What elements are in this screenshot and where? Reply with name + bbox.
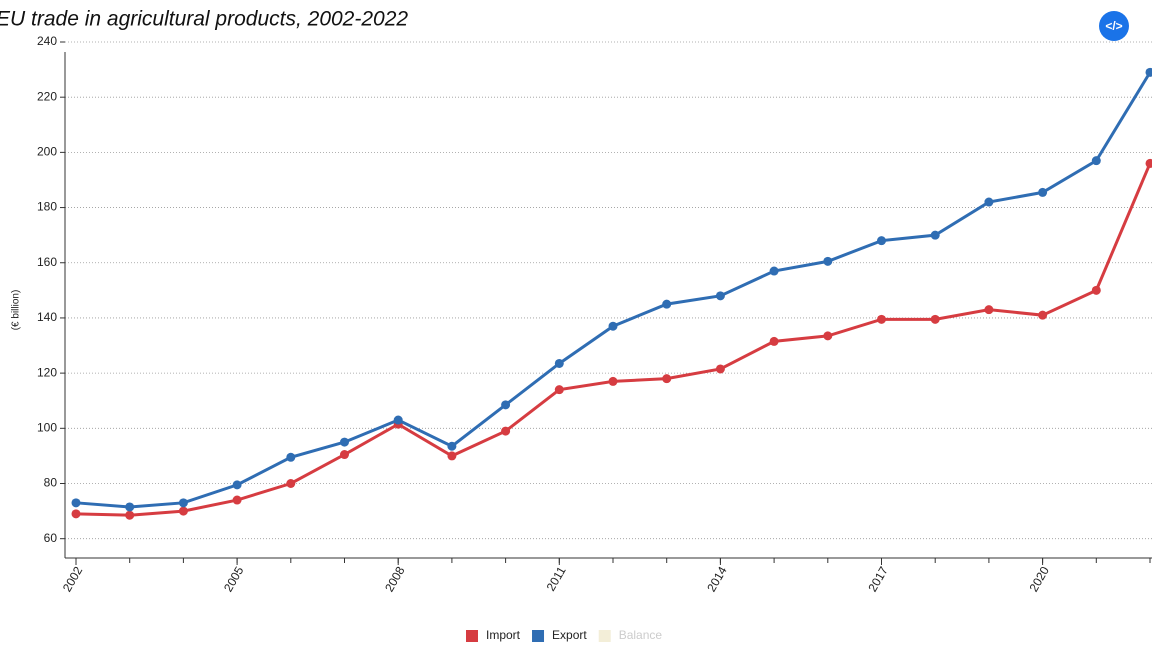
data-point <box>1038 188 1047 197</box>
data-point <box>125 502 134 511</box>
data-point <box>1092 156 1101 165</box>
data-point <box>1092 286 1101 295</box>
x-tick-label: 2011 <box>544 564 569 594</box>
data-point <box>931 231 940 240</box>
data-point <box>286 479 295 488</box>
data-point <box>770 267 779 276</box>
x-tick-label: 2014 <box>704 564 730 594</box>
data-point <box>877 315 886 324</box>
data-point <box>662 374 671 383</box>
embed-button-label[interactable]: </> <box>1105 19 1122 33</box>
data-point <box>447 451 456 460</box>
y-tick-label: 100 <box>37 420 57 434</box>
legend-item: Export <box>532 628 587 642</box>
legend-item: Import <box>466 628 521 642</box>
data-point <box>555 359 564 368</box>
data-point <box>179 507 188 516</box>
y-tick-label: 140 <box>37 310 57 324</box>
data-point <box>72 498 81 507</box>
data-point <box>609 322 618 331</box>
x-tick-label: 2005 <box>221 564 247 594</box>
series-line <box>76 163 1150 515</box>
y-tick-label: 60 <box>44 531 58 545</box>
data-point <box>823 331 832 340</box>
data-point <box>340 438 349 447</box>
legend-item-inactive: Balance <box>599 628 663 642</box>
x-tick-label: 2020 <box>1026 564 1052 594</box>
y-axis-label: (€ billion) <box>11 290 22 331</box>
data-point <box>555 385 564 394</box>
y-tick-label: 240 <box>37 34 57 48</box>
data-point <box>447 442 456 451</box>
y-tick-label: 80 <box>44 476 58 490</box>
data-point <box>72 509 81 518</box>
y-tick-label: 220 <box>37 89 57 103</box>
data-point <box>662 300 671 309</box>
x-tick-label: 2002 <box>60 564 86 594</box>
x-tick-label: 2008 <box>382 564 408 594</box>
data-point <box>340 450 349 459</box>
data-point <box>501 427 510 436</box>
y-tick-label: 180 <box>37 200 57 214</box>
data-point <box>716 364 725 373</box>
data-point <box>770 337 779 346</box>
data-point <box>984 198 993 207</box>
data-point <box>609 377 618 386</box>
data-point <box>984 305 993 314</box>
data-point <box>501 400 510 409</box>
y-tick-label: 120 <box>37 365 57 379</box>
data-point <box>286 453 295 462</box>
legend-swatch <box>599 630 611 642</box>
data-point <box>931 315 940 324</box>
data-point <box>233 480 242 489</box>
y-tick-label: 160 <box>37 255 57 269</box>
data-point <box>179 498 188 507</box>
legend-label: Import <box>486 628 521 642</box>
legend-swatch <box>532 630 544 642</box>
y-tick-label: 200 <box>37 145 57 159</box>
legend-label: Balance <box>619 628 663 642</box>
data-point <box>233 496 242 505</box>
embed-button[interactable]: </> <box>1099 11 1129 41</box>
legend-label: Export <box>552 628 587 642</box>
data-point <box>125 511 134 520</box>
legend-swatch <box>466 630 478 642</box>
data-point <box>394 416 403 425</box>
chart-title: EU trade in agricultural products, 2002-… <box>0 8 408 31</box>
data-point <box>823 257 832 266</box>
x-tick-label: 2017 <box>865 564 891 594</box>
data-point <box>716 291 725 300</box>
series-line <box>76 72 1150 507</box>
data-point <box>877 236 886 245</box>
data-point <box>1038 311 1047 320</box>
data-point <box>1146 159 1152 168</box>
